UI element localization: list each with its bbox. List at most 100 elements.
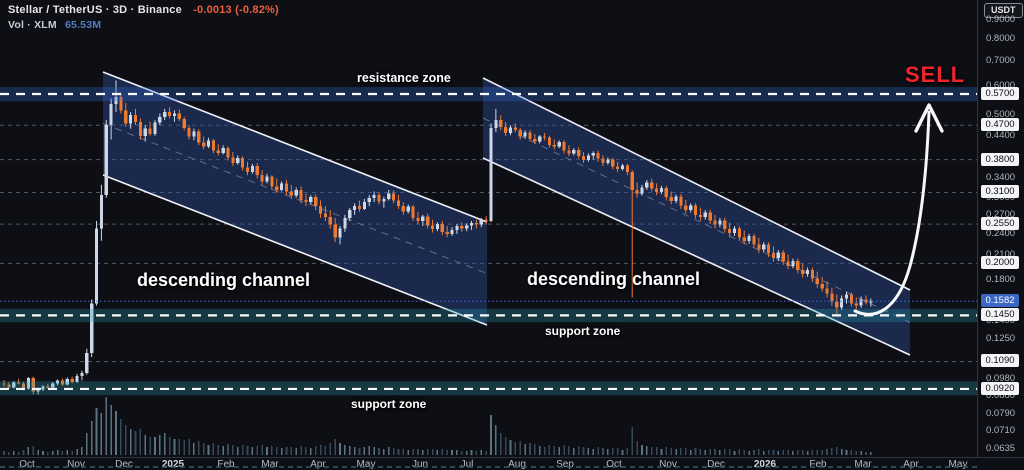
volume-bar	[704, 450, 707, 455]
candle-body	[586, 155, 590, 160]
candle-body	[654, 188, 659, 192]
candle-body	[245, 167, 250, 172]
volume-bar	[597, 447, 599, 455]
volume-bar	[261, 445, 263, 455]
time-axis-month-label: Sep	[556, 459, 574, 470]
candle-body	[367, 197, 371, 203]
volume-bar	[840, 449, 843, 455]
volume-bar	[222, 446, 224, 455]
candle-body	[333, 224, 337, 238]
candle-body	[348, 210, 352, 218]
volume-bar	[3, 451, 5, 455]
volume-bar	[665, 447, 668, 455]
volume-bar	[334, 439, 336, 455]
volume-bar	[572, 448, 575, 455]
volume-bar	[295, 448, 297, 455]
volume-bar	[441, 449, 444, 455]
candle-body	[250, 166, 254, 172]
candle-body	[567, 150, 571, 154]
volume-bar	[246, 446, 249, 455]
channel-midline	[102, 123, 488, 274]
sell-arrow[interactable]	[853, 103, 944, 316]
volume-bar	[163, 433, 166, 455]
volume-bar	[709, 449, 711, 455]
volume-bar	[436, 450, 439, 455]
price-axis[interactable]: USDT 0.9000 0.8000 0.7000 0.6000 0.5000 0.440…	[977, 0, 1024, 457]
volume-bar	[236, 447, 239, 455]
volume-bar	[85, 433, 88, 455]
volume-bar	[47, 452, 49, 455]
volume-bar	[519, 441, 522, 455]
volume-bar	[305, 447, 307, 455]
time-axis-month-label: Jul	[460, 459, 474, 470]
descending-channel-label-2[interactable]: descending channel	[527, 269, 701, 289]
volume-bar	[285, 447, 288, 455]
volume-bar	[8, 452, 10, 455]
volume-bar	[835, 447, 838, 455]
channel-top-line	[482, 77, 911, 291]
candle-body	[645, 182, 649, 188]
volume-bar	[324, 446, 327, 455]
volume-bar	[363, 447, 366, 455]
resistance-zone-label[interactable]: resistance zone	[357, 71, 451, 85]
candle-body	[260, 175, 264, 182]
symbol-title[interactable]: Stellar / TetherUS · 3D · Binance	[8, 4, 182, 16]
candle-body	[499, 120, 503, 127]
volume-bar	[256, 446, 259, 455]
volume-bar	[792, 451, 794, 455]
volume-bar	[417, 449, 419, 455]
candle-body	[542, 136, 547, 138]
candle-body	[51, 383, 55, 388]
time-axis-month-label: Oct	[19, 459, 35, 470]
volume-bar	[168, 437, 171, 455]
candle-body	[221, 148, 225, 153]
candle-body	[401, 206, 405, 212]
candle-body	[698, 214, 703, 218]
volume-bar	[870, 452, 872, 455]
volume-bar	[719, 450, 721, 455]
candle-body	[689, 205, 693, 211]
candle-body	[289, 191, 293, 196]
volume-bar	[383, 449, 385, 455]
time-axis-month-label: Nov	[67, 459, 85, 470]
candle-body	[844, 294, 849, 299]
candle-body	[138, 121, 142, 136]
candle-body	[630, 171, 634, 190]
volume-bar	[339, 443, 341, 455]
volume-bar	[397, 449, 400, 455]
volume-bar	[353, 447, 356, 455]
support-zone-label-upper[interactable]: support zone	[545, 324, 621, 338]
volume-bar	[319, 445, 322, 455]
volume-bar	[61, 451, 64, 455]
time-axis[interactable]: Oct Nov Dec 2025 Feb Mar Apr May Jun Jul Aug Sep Oct…	[0, 457, 1024, 470]
candle-body	[693, 205, 698, 215]
candle-body	[430, 225, 435, 230]
candle-body	[674, 196, 678, 202]
candle-body	[596, 152, 600, 159]
candle-body	[528, 132, 532, 139]
axis-unit-button[interactable]: USDT	[984, 3, 1023, 18]
volume-legend[interactable]: Vol · XLM 65.53M	[8, 19, 101, 31]
candle-body	[469, 222, 474, 226]
symbol-legend[interactable]: Stellar / TetherUS · 3D · Binance -0.001…	[8, 4, 279, 16]
candle-body	[46, 386, 50, 388]
candle-body	[65, 379, 69, 385]
sell-signal-label[interactable]: SELL	[905, 62, 966, 87]
price-axis-label: 0.9000	[986, 14, 1016, 26]
volume-bar	[76, 449, 78, 455]
chart-pane[interactable]	[0, 0, 977, 457]
candle-body	[572, 150, 576, 154]
candle-body	[703, 212, 707, 218]
volume-bar	[831, 448, 833, 455]
volume-bar	[743, 450, 746, 455]
volume-bar	[782, 450, 784, 455]
descending-channel-label-1[interactable]: descending channel	[137, 270, 311, 290]
candle-body	[513, 127, 517, 131]
candle-body	[124, 110, 128, 124]
volume-bar	[124, 425, 127, 455]
volume-bar	[154, 437, 156, 455]
volume-bar	[193, 443, 195, 455]
candle-body	[659, 187, 664, 192]
candle-body	[284, 183, 289, 192]
support-zone-label-lower[interactable]: support zone	[351, 397, 427, 411]
